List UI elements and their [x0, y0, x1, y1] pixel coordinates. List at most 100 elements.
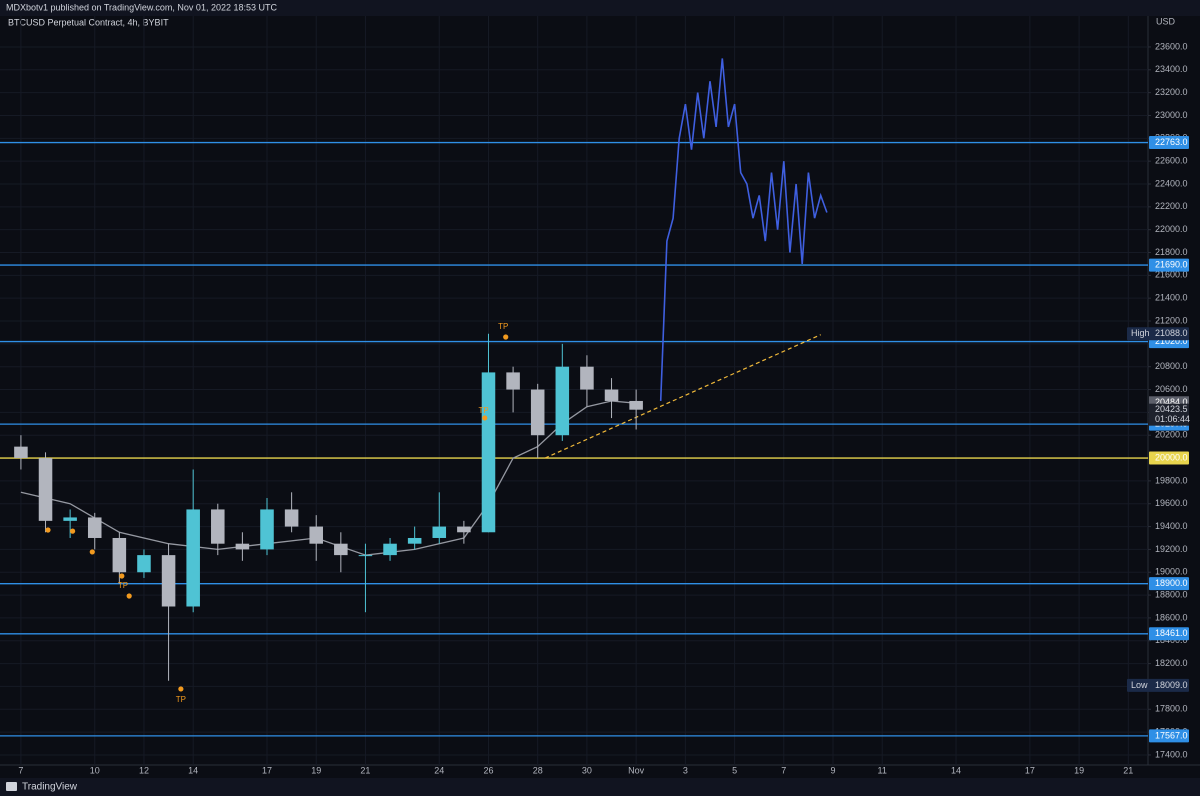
candle-body — [555, 366, 570, 436]
candle-body — [407, 537, 422, 544]
footer: TradingView — [22, 782, 78, 793]
x-tick-label: 19 — [1074, 765, 1084, 775]
y-tick-label: 21800.0 — [1155, 247, 1188, 257]
x-tick-label: 17 — [262, 765, 272, 775]
x-tick-label: 19 — [311, 765, 321, 775]
x-tick-label: 12 — [139, 765, 149, 775]
projection-line — [659, 58, 828, 402]
y-tick-label: 22400.0 — [1155, 178, 1188, 188]
level-label: 20000.0 — [1155, 452, 1188, 462]
countdown: 01:06:44 — [1155, 414, 1190, 424]
logo — [6, 782, 17, 791]
last-price-label: 20484.0 — [1155, 397, 1188, 407]
level-label: 18900.0 — [1155, 578, 1188, 588]
y-tick-label: 23400.0 — [1155, 64, 1188, 74]
level-label-box — [1149, 729, 1189, 743]
candle-body — [457, 526, 471, 533]
candle-body — [383, 543, 397, 556]
candle-body — [284, 509, 299, 527]
candle-body — [211, 509, 225, 544]
candle-body — [186, 509, 200, 607]
y-tick-label: 22600.0 — [1155, 156, 1188, 166]
y-tick-label: 17400.0 — [1155, 749, 1188, 759]
annotation: TP — [498, 322, 508, 331]
level-label: 18461.0 — [1155, 628, 1188, 638]
side-label-box — [1127, 678, 1189, 692]
candle-body — [260, 509, 274, 550]
y-tick-label: 21200.0 — [1155, 315, 1188, 325]
x-tick-label: 30 — [582, 765, 592, 775]
y-tick-label: 22000.0 — [1155, 224, 1188, 234]
level-label: 21020.0 — [1155, 336, 1188, 346]
x-tick-label: 21 — [360, 765, 370, 775]
candle-body — [629, 400, 643, 410]
marker-dot — [126, 593, 132, 599]
side-label-value: 18009.0 — [1155, 680, 1188, 690]
y-tick-label: 21600.0 — [1155, 270, 1188, 280]
y-tick-label: 23200.0 — [1155, 87, 1188, 97]
marker-dot — [482, 415, 488, 421]
y-tick-label: 20200.0 — [1155, 430, 1188, 440]
y-tick-label: 23600.0 — [1155, 41, 1188, 51]
trendline — [544, 334, 821, 459]
side-label-value: 21088.0 — [1155, 328, 1188, 338]
candle-body — [334, 543, 348, 556]
marker-dot — [45, 527, 51, 533]
current-price-box — [1149, 403, 1189, 426]
level-label-box — [1149, 627, 1189, 641]
candle-body — [87, 517, 102, 538]
annotation: TP — [176, 695, 186, 704]
footer-bar — [0, 778, 1200, 796]
y-tick-label: 19800.0 — [1155, 475, 1188, 485]
y-tick-label: 19600.0 — [1155, 498, 1188, 508]
marker-dot — [89, 549, 95, 555]
annotation: TP — [478, 406, 488, 415]
x-tick-label: 28 — [533, 765, 543, 775]
marker-dot — [178, 686, 184, 692]
candle-body — [112, 537, 127, 573]
x-tick-label: 14 — [951, 765, 961, 775]
x-tick-label: 3 — [683, 765, 688, 775]
header: MDXbotv1 published on TradingView.com, N… — [6, 2, 277, 12]
level-label-box — [1149, 451, 1189, 465]
candle-body — [235, 543, 250, 550]
level-label: 17567.0 — [1155, 730, 1188, 740]
level-label-box — [1149, 258, 1189, 272]
x-tick-label: 10 — [90, 765, 100, 775]
candle-body — [358, 555, 373, 557]
x-tick-label: 26 — [483, 765, 493, 775]
side-label-tag: High — [1131, 328, 1150, 338]
x-tick-label: 9 — [830, 765, 835, 775]
y-tick-label: 23000.0 — [1155, 110, 1188, 120]
side-label-tag: Low — [1131, 680, 1148, 690]
x-tick-label: Nov — [628, 765, 645, 775]
y-tick-label: 19000.0 — [1155, 567, 1188, 577]
y-tick-label: 19200.0 — [1155, 544, 1188, 554]
y-tick-label: 21400.0 — [1155, 293, 1188, 303]
y-unit: USD — [1156, 16, 1176, 26]
x-tick-label: 21 — [1123, 765, 1133, 775]
level-label-box — [1149, 136, 1189, 150]
x-tick-label: 7 — [781, 765, 786, 775]
y-tick-label: 17800.0 — [1155, 704, 1188, 714]
candle-body — [604, 389, 619, 401]
candle-body — [481, 372, 496, 533]
candle-body — [506, 372, 520, 390]
level-label: 21690.0 — [1155, 259, 1188, 269]
annotation: TP — [118, 581, 128, 590]
y-tick-label: 22200.0 — [1155, 201, 1188, 211]
candle-body — [161, 555, 176, 607]
y-tick-label: 20600.0 — [1155, 384, 1188, 394]
x-tick-label: 5 — [732, 765, 737, 775]
x-tick-label: 17 — [1025, 765, 1035, 775]
candle-body — [38, 458, 53, 521]
candle-body — [309, 526, 323, 544]
y-tick-label: 19400.0 — [1155, 521, 1188, 531]
candle-body — [14, 446, 28, 459]
y-tick-label: 18200.0 — [1155, 658, 1188, 668]
marker-dot — [503, 334, 509, 340]
candle-body — [530, 389, 545, 436]
